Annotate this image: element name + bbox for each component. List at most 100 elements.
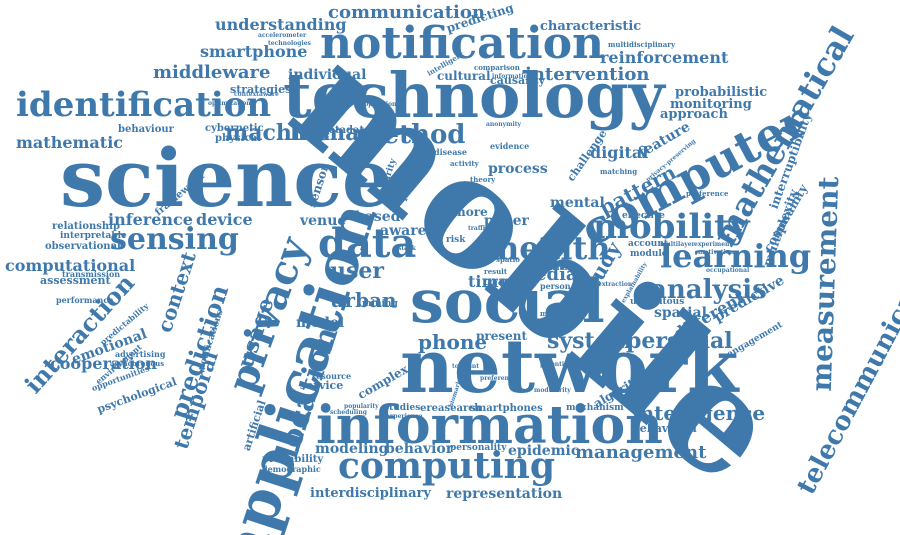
word-sensing: sensing (110, 222, 239, 257)
word-module: module (630, 249, 668, 259)
word-world: world (424, 217, 450, 227)
word-measurement: measurement (804, 175, 846, 393)
word-time: time (468, 272, 509, 291)
word-asynchronous: asynchronous (110, 359, 165, 368)
word-smartphone: smartphone (200, 42, 308, 61)
word-comparison: comparison (474, 63, 520, 72)
word-notification: notification (320, 18, 605, 69)
word-multidisciplinary: multidisciplinary (608, 40, 676, 49)
word-mechanism: mechanism (566, 403, 624, 413)
word-present: present (476, 329, 528, 343)
word-disease: disease (434, 147, 468, 157)
word-based: based (355, 209, 401, 225)
word-computing: computing (338, 445, 556, 487)
word-model: model (296, 315, 345, 331)
word-user: user (330, 258, 384, 284)
word-reinforcement: reinforcement (600, 48, 729, 67)
word-intelligence: intelligence (632, 401, 766, 425)
word-human: human (290, 120, 376, 146)
word-modeling: modeling (315, 441, 389, 457)
word-mobility: mobility (593, 207, 750, 247)
word-traffic: traffic (468, 225, 489, 232)
word-system: system (547, 328, 632, 354)
word-person: person (540, 281, 571, 291)
word-graph: graph (483, 274, 523, 288)
word-individual: individual (288, 67, 367, 83)
word-platform: platform (368, 125, 403, 134)
word-dataset: dataset (550, 263, 579, 272)
word-causality: causality (490, 74, 545, 87)
word-media: media (516, 264, 578, 285)
word-account: account (628, 239, 669, 249)
word-noisy: noisy (464, 251, 485, 260)
word-urban: urban (330, 288, 397, 312)
word-digital: digital (590, 143, 649, 162)
word-spatio: spatio (496, 255, 520, 264)
word-effective: effective (622, 211, 665, 221)
word-stack: stack (398, 245, 416, 252)
word-inference: inference (108, 210, 193, 229)
word-demographic: demographic (262, 464, 321, 474)
word-market: market (540, 309, 569, 318)
word-interdisciplinary: interdisciplinary (310, 486, 431, 501)
word-computational: computational (5, 256, 136, 275)
word-extraction: extraction (598, 281, 633, 288)
word-smartphones: smartphones (470, 403, 543, 414)
word-cybernetic: cybernetic (205, 123, 264, 134)
word-anonymity: anonymity (486, 121, 521, 128)
word-cooperation: cooperation (50, 354, 158, 373)
word-probability: probability (262, 454, 324, 465)
word-causal: causal (540, 235, 573, 245)
word-population: population (360, 101, 397, 108)
word-network: network (400, 324, 739, 410)
word-management: management (575, 442, 707, 463)
word-potential: potential (540, 361, 571, 368)
word-strategies: strategies (230, 83, 292, 96)
word-phone: phone (418, 330, 488, 354)
word-epidemic: epidemic (508, 443, 580, 459)
word-activity: activity (450, 159, 479, 168)
word-identification: identification (16, 85, 272, 125)
word-technology: technology (283, 59, 665, 132)
word-mental: mental (550, 195, 605, 211)
word-physical: physical (215, 133, 261, 144)
word-popularity: popularity (344, 403, 379, 410)
word-multilayer: multilayer (660, 241, 695, 248)
word-informatics: informatics (492, 73, 531, 80)
word-ubiquitous: ubiquitous (630, 297, 685, 307)
word-health: health (496, 229, 611, 267)
word-personal: personal (626, 328, 733, 354)
word-monitoring: monitoring (670, 97, 752, 112)
word-motivation: motivation (698, 249, 735, 256)
word-characteristic: characteristic (540, 19, 642, 34)
word-advertising: advertising (115, 349, 166, 359)
word-information: information (316, 395, 663, 456)
word-preference: preference (686, 189, 729, 198)
word-technologies: technologies (268, 40, 311, 47)
word-social: social (410, 267, 605, 337)
word-device: device (196, 210, 253, 229)
word-behavioral: behavioral (632, 422, 697, 435)
word-experience: experience (386, 413, 423, 420)
word-process: process (488, 161, 548, 177)
word-occupational: occupational (706, 267, 750, 274)
word-more: more (453, 205, 488, 219)
word-interpretable: interpretable (60, 231, 127, 241)
word-science: science (60, 131, 393, 225)
word-method: method (355, 120, 466, 150)
word-learning: learning (660, 237, 812, 275)
word-optimization: optimization (208, 100, 251, 107)
word-ereasearch: ereasearch (420, 403, 482, 414)
word-tolerant: tolerant (452, 363, 480, 370)
word-behaviour: behaviour (118, 124, 174, 135)
word-understanding: understanding (215, 15, 347, 34)
word-representation: representation (446, 486, 563, 502)
word-paper: paper (484, 213, 529, 229)
word-observational: observational (45, 241, 121, 252)
word-service: service (300, 379, 344, 392)
word-contextaware: contextaware (234, 91, 279, 98)
word-transmission: transmission (62, 269, 121, 279)
word-modularity: modularity (534, 387, 571, 394)
word-risk: risk (446, 235, 466, 245)
